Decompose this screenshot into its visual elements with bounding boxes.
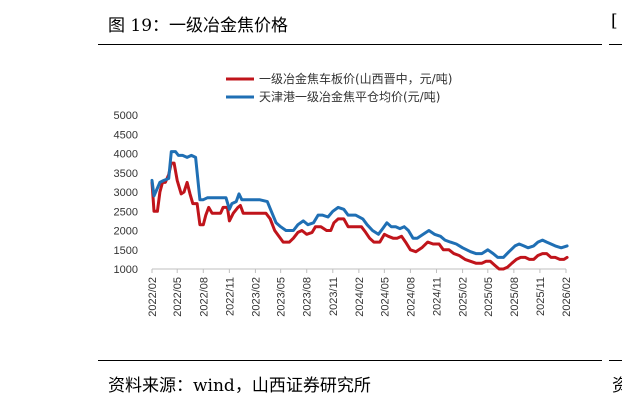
chart-axes: 1000 1500 2000 2500 3000 3500 4000 4500 5000 2022… — [114, 110, 573, 317]
series-line-1 — [150, 150, 569, 259]
y-tick-label: 2500 — [114, 206, 138, 218]
x-tick-label: 2022/08 — [198, 277, 210, 317]
y-tick-label: 1500 — [114, 245, 138, 257]
x-tick-label: 2024/08 — [405, 277, 417, 317]
x-tick-label: 2025/08 — [509, 277, 521, 317]
adjacent-source-rule — [609, 360, 622, 361]
y-tick-label: 5000 — [114, 110, 138, 122]
chart-legend: 一级冶金焦车板价(山西晋中，元/吨) 天津港一级冶金焦平仓均价(元/吨) — [226, 71, 452, 104]
x-tick-label: 2024/02 — [354, 277, 366, 317]
y-tick-label: 4500 — [114, 129, 138, 141]
adjacent-title-rule — [609, 44, 622, 45]
x-tick-label: 2026/02 — [561, 277, 573, 317]
figure-source: 资料来源：wind，山西证券研究所 — [108, 376, 371, 396]
y-tick-label: 4000 — [114, 149, 138, 161]
x-tick-label: 2025/02 — [458, 277, 470, 317]
x-tick-label: 2024/05 — [379, 277, 391, 317]
legend-label-0: 一级冶金焦车板价(山西晋中，元/吨) — [259, 71, 452, 86]
series-line-0 — [150, 161, 569, 271]
adjacent-source-fragment: 资 — [612, 376, 622, 396]
x-tick-label: 2023/08 — [302, 277, 314, 317]
legend-label-1: 天津港一级冶金焦平仓均价(元/吨) — [259, 89, 440, 104]
x-tick-label: 2024/11 — [432, 277, 444, 316]
adjacent-figure-fragment: [ — [611, 11, 618, 31]
title-rule — [98, 44, 602, 45]
x-tick-label: 2023/05 — [276, 277, 288, 317]
y-tick-label: 3000 — [114, 187, 138, 199]
y-tick-label: 1000 — [114, 264, 138, 276]
x-tick-label: 2025/05 — [483, 277, 495, 317]
x-tick-label: 2022/11 — [224, 277, 236, 316]
figure-title: 图 19：一级冶金焦价格 — [108, 16, 289, 36]
y-tick-label: 2000 — [114, 226, 138, 238]
y-tick-label: 3500 — [114, 168, 138, 180]
x-tick-label: 2022/02 — [147, 277, 159, 317]
x-tick-label: 2023/02 — [250, 277, 262, 317]
x-tick-label: 2023/11 — [328, 277, 340, 316]
chart-series — [150, 150, 569, 271]
x-tick-label: 2022/05 — [172, 277, 184, 317]
source-rule — [98, 360, 602, 361]
x-tick-label: 2025/11 — [535, 277, 547, 316]
